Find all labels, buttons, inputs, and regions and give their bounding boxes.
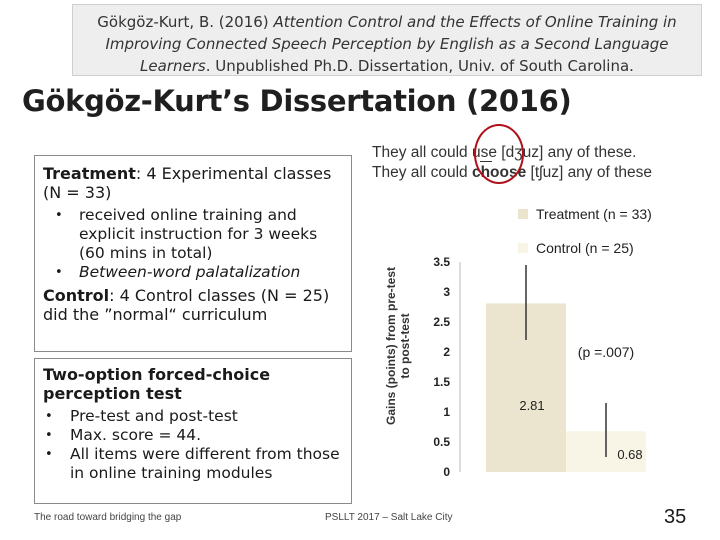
test-box: Two-option forced-choice perception test… xyxy=(34,358,352,504)
note-text: They all could xyxy=(372,164,472,181)
legend-item-control: Control (n = 25) xyxy=(518,240,652,256)
note-text: They all could xyxy=(372,144,472,161)
footer-left: The road toward bridging the gap xyxy=(34,512,182,523)
treatment-label: Treatment xyxy=(43,164,136,183)
list-item: All items were different from those in o… xyxy=(43,445,343,483)
chart-legend: Treatment (n = 33) Control (n = 25) xyxy=(518,206,652,274)
note-text: [tʃuz] any of these xyxy=(526,164,653,181)
control-text: : 4 Control classes (N = 25) did the ”no… xyxy=(43,286,330,324)
note-text: [dʒuz] any of these. xyxy=(496,144,637,161)
list-item: Max. score = 44. xyxy=(43,426,343,445)
page-number: 35 xyxy=(664,506,687,528)
p-value-annotation: (p =.007) xyxy=(578,344,634,360)
legend-label-treatment: Treatment (n = 33) xyxy=(536,206,652,222)
citation-title-2: Improving Connected Speech Perception by… xyxy=(105,35,669,53)
control-label: Control xyxy=(43,286,110,305)
legend-swatch-control xyxy=(518,243,528,253)
slide-title: Gökgöz-Kurt’s Dissertation (2016) xyxy=(22,84,572,118)
citation-title-1: Attention Control and the Effects of Onl… xyxy=(273,13,677,31)
treatment-text: : 4 Experimental classes (N = 33) xyxy=(43,164,332,202)
y-tick-label: 1 xyxy=(443,405,450,419)
treatment-box: Treatment: 4 Experimental classes (N = 3… xyxy=(34,155,352,352)
legend-swatch-treatment xyxy=(518,209,528,219)
footer-center: PSLLT 2017 – Salt Lake City xyxy=(325,512,453,523)
treatment-description: Treatment: 4 Experimental classes (N = 3… xyxy=(43,164,343,202)
y-tick-label: 2.5 xyxy=(433,315,450,329)
test-heading: Two-option forced-choice perception test xyxy=(43,365,271,403)
legend-label-control: Control (n = 25) xyxy=(536,240,634,256)
y-axis-label: Gains (points) from pre-test to post-tes… xyxy=(384,267,412,426)
gains-bar-chart: 0 0.5 1 1.5 2 2.5 3 3.5 2.81 0.68 (p =.007) xyxy=(433,255,646,479)
y-tick-label: 2 xyxy=(443,345,450,359)
citation-author: Gökgöz-Kurt, B. (2016) xyxy=(97,13,274,31)
list-item: received online training and explicit in… xyxy=(43,206,343,263)
citation-publisher: . Unpublished Ph.D. Dissertation, Univ. … xyxy=(205,57,634,75)
y-tick-label: 3.5 xyxy=(433,255,450,269)
y-tick-label: 0 xyxy=(443,465,450,479)
y-tick-label: 3 xyxy=(443,285,450,299)
list-item: Pre-test and post-test xyxy=(43,407,343,426)
list-item: Between-word palatalization xyxy=(43,263,343,282)
treatment-bullets: received online training and explicit in… xyxy=(43,206,343,282)
legend-item-treatment: Treatment (n = 33) xyxy=(518,206,652,222)
data-label-1: 0.68 xyxy=(617,447,642,462)
data-label-0: 2.81 xyxy=(519,398,544,413)
citation-title-3: Learners xyxy=(140,57,206,75)
test-bullets: Pre-test and post-test Max. score = 44. … xyxy=(43,407,343,483)
y-tick-label: 0.5 xyxy=(433,435,450,449)
highlight-circle xyxy=(474,124,524,184)
citation-box: Gökgöz-Kurt, B. (2016) Attention Control… xyxy=(72,4,702,76)
control-description: Control: 4 Control classes (N = 25) did … xyxy=(43,286,343,324)
y-tick-label: 1.5 xyxy=(433,375,450,389)
